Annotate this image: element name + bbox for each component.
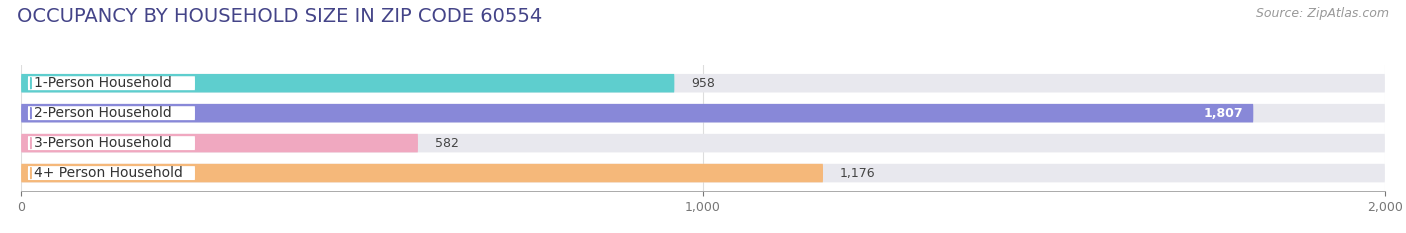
Text: Source: ZipAtlas.com: Source: ZipAtlas.com bbox=[1256, 7, 1389, 20]
Text: 582: 582 bbox=[434, 137, 458, 150]
FancyBboxPatch shape bbox=[21, 74, 675, 93]
Text: 2-Person Household: 2-Person Household bbox=[34, 106, 172, 120]
FancyBboxPatch shape bbox=[21, 74, 1385, 93]
Text: 1,176: 1,176 bbox=[839, 167, 876, 180]
Text: 1,807: 1,807 bbox=[1204, 107, 1243, 120]
FancyBboxPatch shape bbox=[21, 134, 1385, 152]
FancyBboxPatch shape bbox=[21, 134, 418, 152]
Text: 958: 958 bbox=[692, 77, 716, 90]
Text: 4+ Person Household: 4+ Person Household bbox=[34, 166, 183, 180]
FancyBboxPatch shape bbox=[21, 164, 1385, 182]
Text: 3-Person Household: 3-Person Household bbox=[34, 136, 172, 150]
FancyBboxPatch shape bbox=[28, 106, 195, 120]
FancyBboxPatch shape bbox=[28, 76, 195, 90]
Text: OCCUPANCY BY HOUSEHOLD SIZE IN ZIP CODE 60554: OCCUPANCY BY HOUSEHOLD SIZE IN ZIP CODE … bbox=[17, 7, 543, 26]
FancyBboxPatch shape bbox=[21, 164, 823, 182]
Text: 1-Person Household: 1-Person Household bbox=[34, 76, 172, 90]
FancyBboxPatch shape bbox=[21, 104, 1385, 123]
FancyBboxPatch shape bbox=[28, 136, 195, 150]
FancyBboxPatch shape bbox=[28, 166, 195, 180]
FancyBboxPatch shape bbox=[21, 104, 1253, 123]
